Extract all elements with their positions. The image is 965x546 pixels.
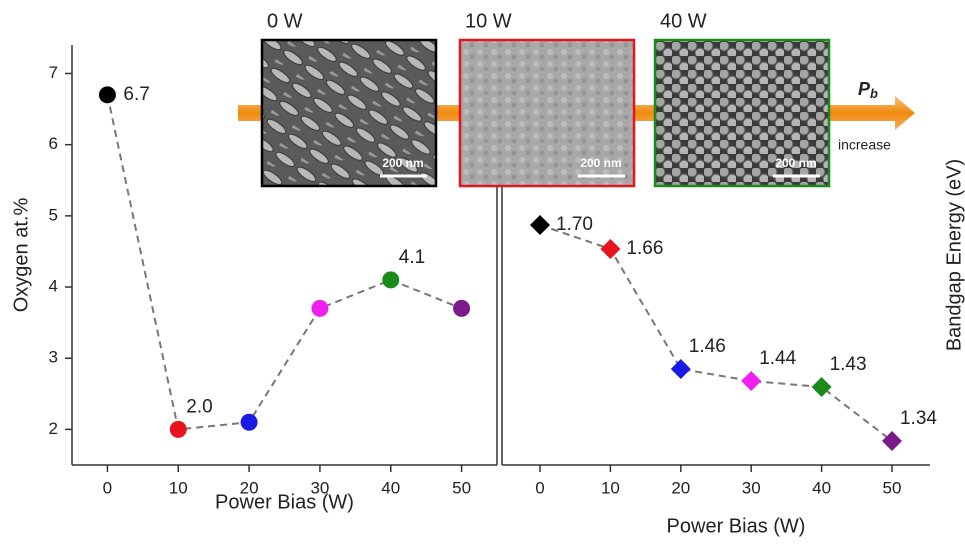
x-tick-label: 10 [601,478,620,497]
panel: 0 10 20 30 40 50 Power Bias (W) Bandgap Energy … [501,45,965,537]
scale-label: 200 nm [382,156,423,170]
value-label: 1.66 [626,238,663,259]
x-axis-label: Power Bias (W) [215,491,354,513]
value-label: 4.1 [399,247,425,268]
sem-image [653,38,831,188]
x-tick-label: 50 [883,478,902,497]
x-tick-label: 40 [812,478,831,497]
x-tick-label: 0 [535,478,544,497]
x-tick-label: 0 [103,478,112,497]
marker [169,420,187,438]
x-tick-label: 10 [169,478,188,497]
value-label: 1.46 [689,336,726,357]
marker [741,371,762,391]
x-tick-label: 50 [452,478,471,497]
x-axis-label: Power Bias (W) [667,515,806,537]
inset-label: 40 W [660,10,707,32]
y-tick-label: 4 [49,277,58,296]
marker [382,271,400,289]
sem-image [260,38,438,188]
value-label: 1.70 [556,214,593,235]
scale-label: 200 nm [775,156,816,170]
marker [453,299,471,317]
marker [530,215,551,235]
y-tick-label: 3 [49,348,58,367]
inset-label: 0 W [267,10,303,32]
marker [600,239,621,259]
x-tick-label: 30 [742,478,761,497]
x-tick-label: 20 [240,478,259,497]
x-tick-label: 20 [671,478,690,497]
x-tick-label: 30 [310,478,329,497]
scale-label: 200 nm [580,156,621,170]
marker [311,299,329,317]
marker [881,431,902,451]
y-tick-label: 5 [49,205,58,224]
y-tick-label: 2 [49,419,58,438]
marker [670,359,691,379]
sem-image [458,38,636,188]
subscript: b [870,86,878,101]
value-label: 2.0 [186,396,212,417]
marker [240,413,258,431]
inset-label: 10 W [465,10,512,32]
value-label: 1.43 [830,354,867,375]
symbol: P [858,79,871,99]
arrow-symbol: Pb [858,79,878,102]
arrow-text: increase [838,137,891,153]
panel: 0 10 20 30 40 50 2 3 4 5 6 7 Power Bias (W) Oxygen at… [10,45,498,513]
value-label: 6.7 [123,84,149,105]
data-line [106,94,462,431]
y-axis-label: Oxygen at.% [10,198,32,313]
insets: 0 W 200 nm 10 W 200 nm 40 W 200 nm Pb increase [238,10,915,188]
marker [98,86,116,104]
value-label: 1.34 [900,408,937,429]
data-line [539,224,893,442]
value-label: 1.44 [759,348,796,369]
x-tick-label: 40 [381,478,400,497]
plots: 0 10 20 30 40 50 2 3 4 5 6 7 Power Bias (W) Oxygen at… [10,45,965,537]
y-axis-label: Bandgap Energy (eV) [943,159,965,351]
marker [811,377,832,397]
y-tick-label: 6 [49,134,58,153]
y-tick-label: 7 [49,63,58,82]
